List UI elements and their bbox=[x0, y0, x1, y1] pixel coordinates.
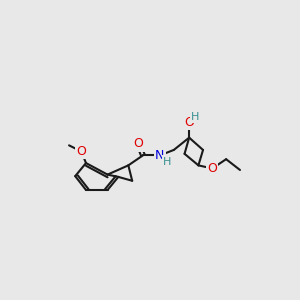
Text: H: H bbox=[191, 112, 200, 122]
Text: O: O bbox=[76, 145, 86, 158]
Text: O: O bbox=[134, 137, 143, 150]
Text: O: O bbox=[184, 116, 194, 129]
Text: N: N bbox=[155, 149, 165, 162]
Text: O: O bbox=[207, 162, 217, 175]
Text: H: H bbox=[163, 157, 171, 166]
